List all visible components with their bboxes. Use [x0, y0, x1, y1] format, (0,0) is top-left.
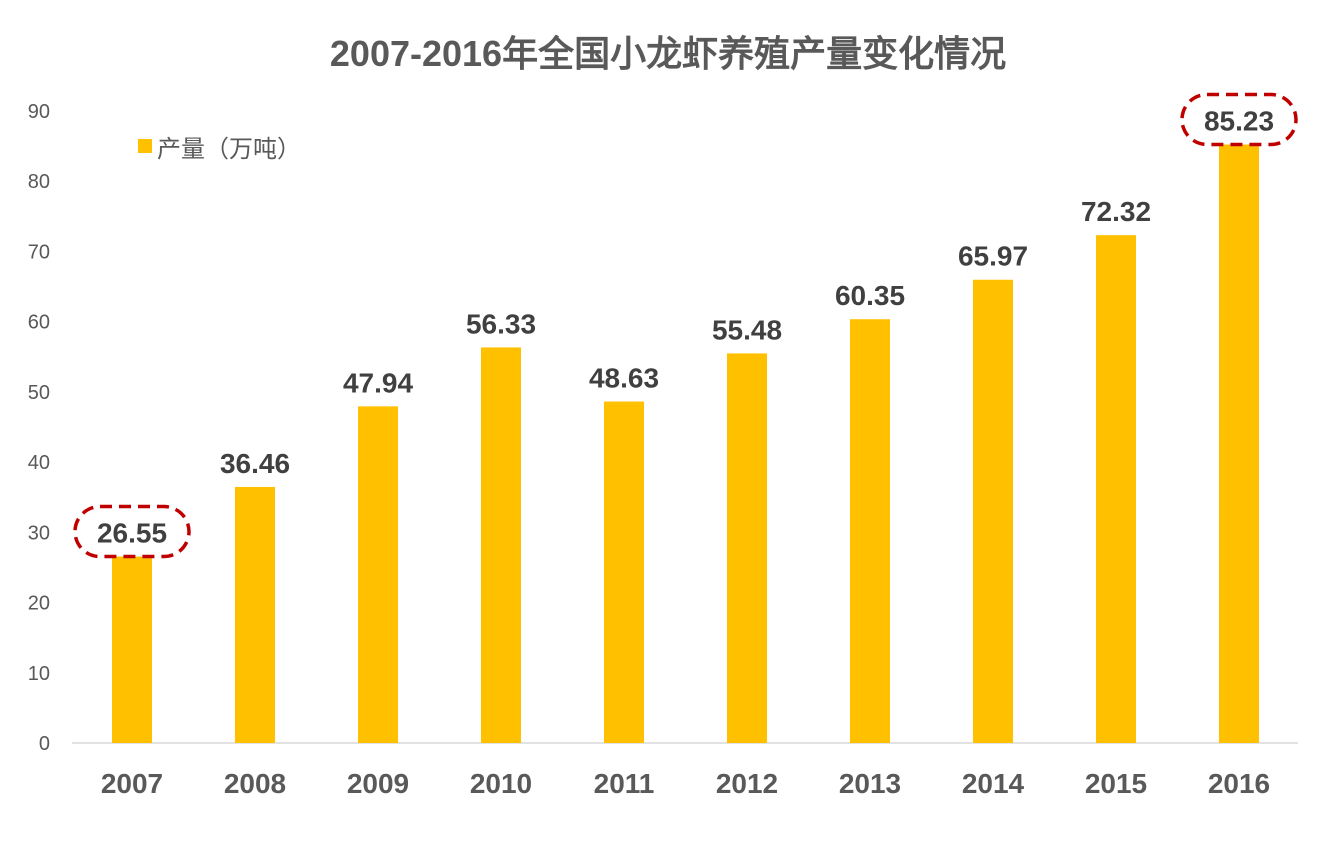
bar-2012 [727, 353, 767, 743]
x-tick-label: 2008 [224, 768, 286, 799]
y-axis: 0 10 20 30 40 50 60 70 80 90 [28, 101, 50, 755]
y-tick-label: 90 [28, 101, 50, 123]
data-label: 56.33 [466, 308, 536, 339]
data-label: 85.23 [1204, 105, 1274, 136]
chart-title: 2007-2016年全国小龙虾养殖产量变化情况 [330, 33, 1006, 74]
bars: 26.55 36.46 47.94 56.33 48.63 55.48 60.35 65.97… [73, 92, 1298, 744]
legend: 产量（万吨） [138, 136, 301, 163]
y-tick-label: 80 [28, 171, 50, 193]
y-tick-label: 50 [28, 382, 50, 404]
x-axis: 2007 2008 2009 2010 2011 2012 2013 2014 2015 2016 [101, 768, 1270, 799]
bar-2016 [1219, 144, 1259, 744]
y-tick-label: 60 [28, 312, 50, 334]
x-tick-label: 2009 [347, 768, 409, 799]
bar-2007 [112, 556, 152, 743]
legend-label: 产量（万吨） [157, 136, 301, 163]
y-tick-label: 30 [28, 522, 50, 544]
bar-2008 [235, 486, 275, 743]
highlight-ellipse [73, 504, 191, 559]
data-label: 72.32 [1081, 196, 1151, 227]
y-tick-label: 40 [28, 452, 50, 474]
data-label: 47.94 [343, 367, 413, 398]
bar-2015 [1096, 235, 1136, 743]
highlight-ellipse [1180, 92, 1298, 147]
y-tick-label: 20 [28, 593, 50, 615]
x-tick-label: 2012 [716, 768, 778, 799]
data-label: 48.63 [589, 363, 659, 394]
bar-2014 [973, 279, 1013, 743]
x-tick-label: 2014 [962, 768, 1025, 799]
bar-2011 [604, 401, 644, 743]
x-tick-label: 2013 [839, 768, 901, 799]
data-label: 65.97 [958, 241, 1028, 272]
bar-2010 [481, 347, 521, 743]
x-tick-label: 2011 [594, 768, 655, 799]
data-label: 55.48 [712, 314, 782, 345]
x-tick-label: 2015 [1085, 768, 1147, 799]
y-tick-label: 10 [28, 663, 50, 685]
y-tick-label: 0 [39, 733, 50, 755]
y-tick-label: 70 [28, 241, 50, 263]
x-tick-label: 2007 [101, 768, 163, 799]
data-label: 60.35 [835, 280, 905, 311]
x-tick-label: 2010 [470, 768, 532, 799]
bar-2013 [850, 319, 890, 743]
data-label: 26.55 [97, 518, 167, 549]
x-tick-label: 2016 [1208, 768, 1270, 799]
legend-swatch [138, 139, 152, 153]
data-label: 36.46 [220, 448, 290, 479]
bar-2009 [358, 406, 398, 743]
